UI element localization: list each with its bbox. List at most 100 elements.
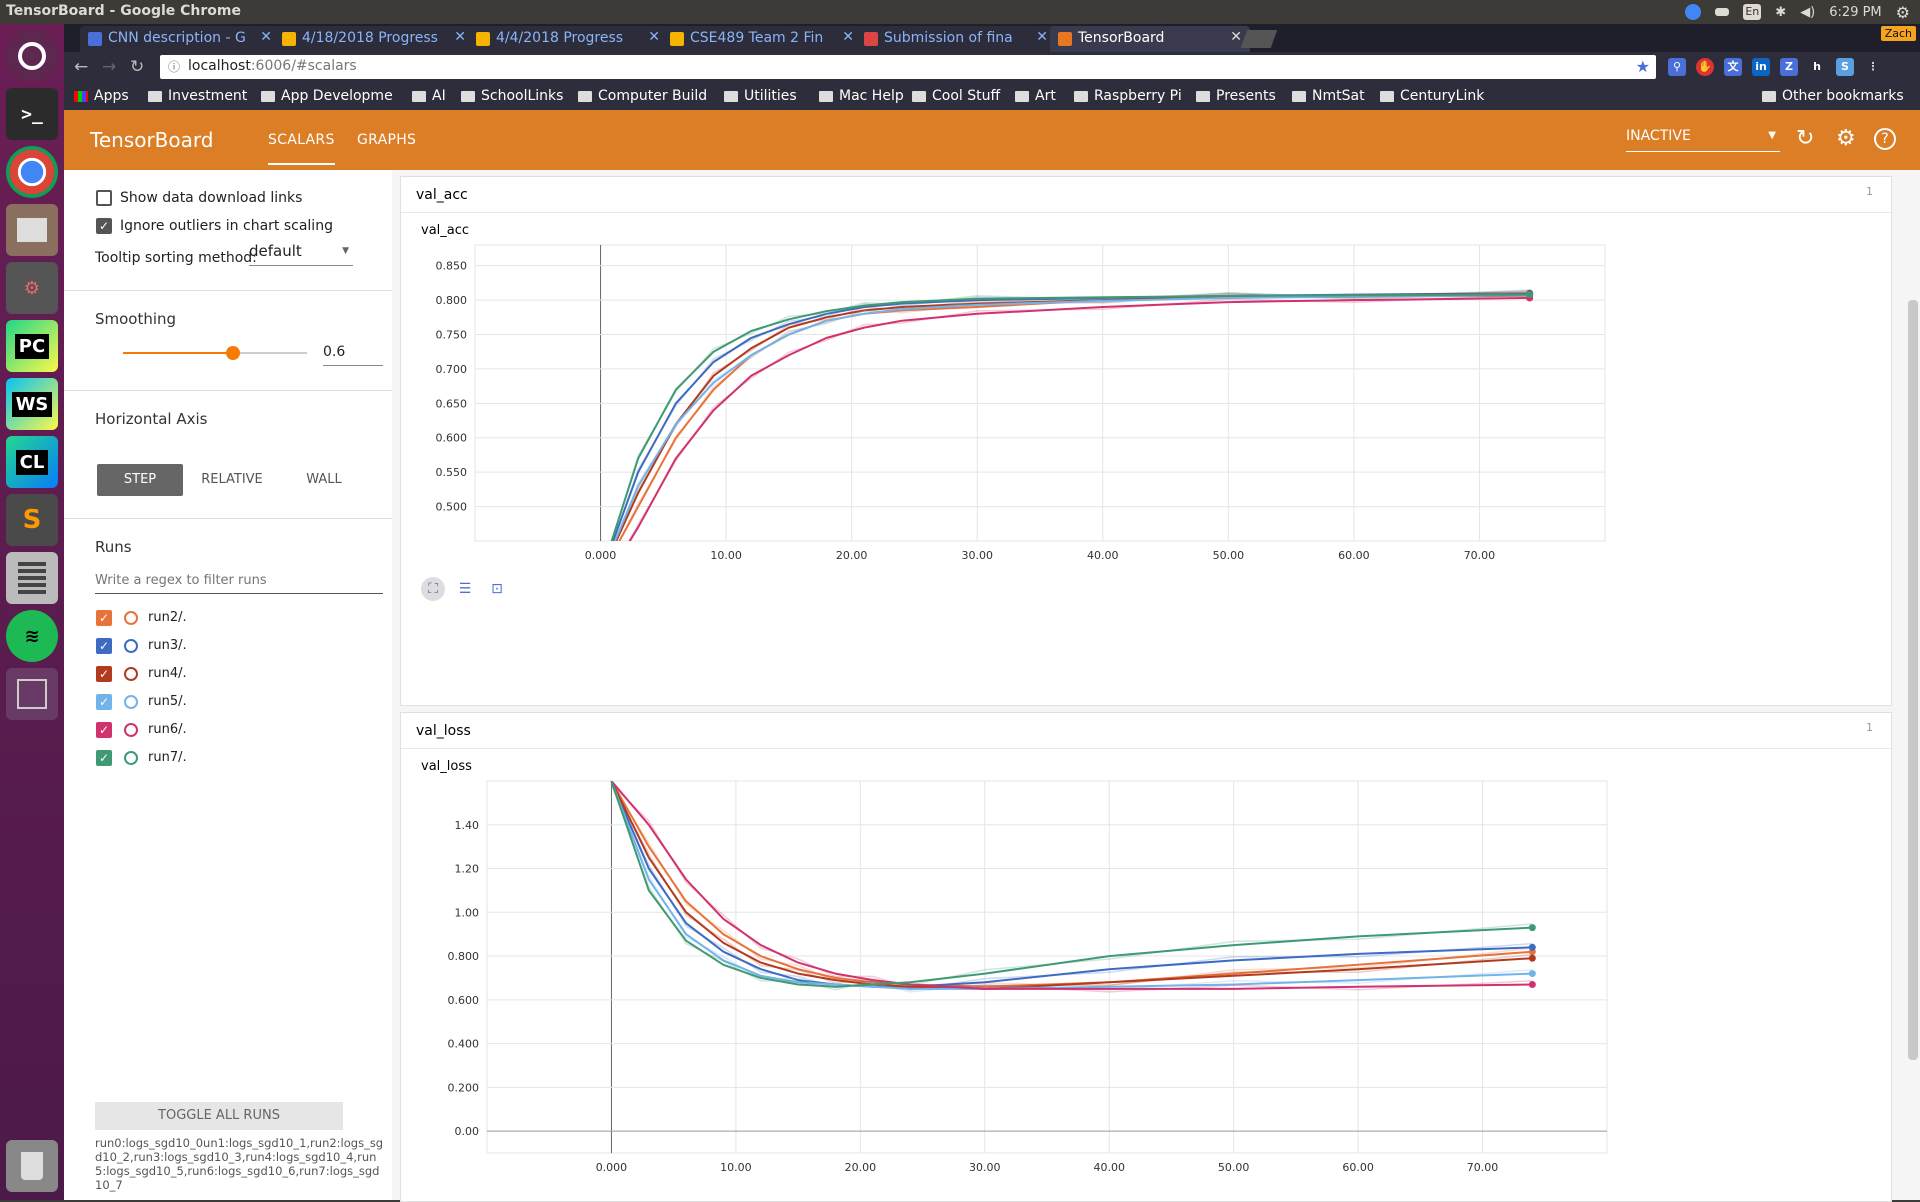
axis-relative-button[interactable]: RELATIVE bbox=[201, 472, 263, 487]
skype-icon[interactable]: S bbox=[1836, 58, 1854, 76]
translate-icon[interactable]: 文 bbox=[1724, 58, 1742, 76]
val-acc-chart[interactable]: 0.000 10.00 20.00 30.00 40.00 50.00 60.00 70.00… bbox=[401, 239, 1893, 567]
bluetooth-icon[interactable]: ✱ bbox=[1775, 4, 1787, 20]
run-color-indicator[interactable] bbox=[124, 639, 138, 653]
close-icon[interactable]: ✕ bbox=[454, 29, 466, 45]
bookmark-investment[interactable]: Investment bbox=[148, 88, 247, 104]
bookmark-apps[interactable]: Apps bbox=[74, 88, 129, 104]
volume-icon[interactable]: ◀) bbox=[1800, 4, 1816, 20]
card-header[interactable]: val_acc 1 bbox=[401, 177, 1891, 213]
bookmark-presents[interactable]: Presents bbox=[1196, 88, 1276, 104]
tab-cse489[interactable]: CSE489 Team 2 Fin ✕ bbox=[662, 26, 862, 52]
scrollbar[interactable] bbox=[1908, 300, 1918, 1060]
pycharm-icon[interactable]: PC bbox=[6, 320, 58, 372]
tooltip-sort-select[interactable]: default ▼ bbox=[249, 242, 353, 266]
val-loss-chart[interactable]: 0.000 10.00 20.00 30.00 40.00 50.00 60.00 70.00… bbox=[401, 775, 1893, 1195]
extension-icon[interactable]: ⚲ bbox=[1668, 58, 1686, 76]
close-icon[interactable]: ✕ bbox=[842, 29, 854, 45]
clock[interactable]: 6:29 PM bbox=[1829, 4, 1882, 20]
run-checkbox[interactable]: ✓ bbox=[96, 722, 112, 738]
address-bar[interactable]: ⓘ localhost:6006/#scalars ★ bbox=[160, 55, 1656, 79]
zoom-box-icon[interactable]: ⊡ bbox=[491, 581, 503, 597]
bookmark-schoollinks[interactable]: SchoolLinks bbox=[461, 88, 563, 104]
ignore-outliers-checkbox[interactable]: ✓ bbox=[96, 218, 112, 234]
run-checkbox[interactable]: ✓ bbox=[96, 638, 112, 654]
info-icon[interactable]: ⓘ bbox=[168, 60, 181, 74]
run-color-indicator[interactable] bbox=[124, 667, 138, 681]
run-checkbox[interactable]: ✓ bbox=[96, 694, 112, 710]
workspaces-icon[interactable] bbox=[6, 668, 58, 720]
bookmark-raspberry-pi[interactable]: Raspberry Pi bbox=[1074, 88, 1182, 104]
back-icon[interactable]: ← bbox=[74, 57, 89, 77]
run-color-indicator[interactable] bbox=[124, 695, 138, 709]
tab-tensorboard[interactable]: TensorBoard ✕ bbox=[1050, 26, 1250, 52]
smoothing-slider[interactable] bbox=[123, 346, 307, 360]
gear-icon[interactable]: ⚙ bbox=[1836, 126, 1856, 151]
honey-icon[interactable]: h bbox=[1808, 58, 1826, 76]
tab-progress-44[interactable]: 4/4/2018 Progress ✕ bbox=[468, 26, 668, 52]
chrome-indicator-icon[interactable] bbox=[1685, 4, 1702, 20]
bookmark-app-development[interactable]: App Developme bbox=[261, 88, 393, 104]
sublime-icon[interactable]: S bbox=[6, 494, 58, 546]
x-tick-label: 0.000 bbox=[596, 1161, 628, 1174]
tab-scalars[interactable]: SCALARS bbox=[268, 132, 335, 165]
download-links-checkbox[interactable] bbox=[96, 190, 112, 206]
terminal-icon[interactable]: >_ bbox=[6, 88, 58, 140]
new-tab-button[interactable] bbox=[1240, 30, 1278, 48]
toggle-all-runs-button[interactable]: TOGGLE ALL RUNS bbox=[95, 1102, 343, 1130]
smoothing-slider-handle[interactable] bbox=[226, 346, 241, 360]
help-icon[interactable]: ? bbox=[1874, 128, 1896, 150]
refresh-icon[interactable]: ↻ bbox=[1796, 126, 1815, 151]
tab-submission[interactable]: Submission of fina ✕ bbox=[856, 26, 1056, 52]
bookmark-computer-build[interactable]: Computer Build bbox=[578, 88, 707, 104]
webstorm-icon[interactable]: WS bbox=[6, 378, 58, 430]
ubuntu-icon[interactable] bbox=[6, 30, 58, 82]
spotify-icon[interactable]: ≋ bbox=[6, 610, 58, 662]
bookmark-star-icon[interactable]: ★ bbox=[1635, 57, 1650, 76]
wifi-icon[interactable] bbox=[1715, 8, 1730, 16]
tab-graphs[interactable]: GRAPHS bbox=[357, 132, 417, 148]
bookmark-nmtsat[interactable]: NmtSat bbox=[1292, 88, 1365, 104]
run-color-indicator[interactable] bbox=[124, 723, 138, 737]
smoothing-input[interactable]: 0.6 bbox=[323, 338, 383, 366]
menu-icon[interactable]: ⋮ bbox=[1864, 58, 1882, 76]
close-icon[interactable]: ✕ bbox=[1230, 29, 1242, 45]
adblock-icon[interactable]: ✋ bbox=[1696, 58, 1714, 76]
tab-progress-418[interactable]: 4/18/2018 Progress ✕ bbox=[274, 26, 474, 52]
fit-domain-icon[interactable]: ⛶ bbox=[421, 577, 445, 601]
bookmark-other[interactable]: Other bookmarks bbox=[1762, 88, 1904, 104]
axis-wall-button[interactable]: WALL bbox=[306, 472, 342, 487]
runs-filter-input[interactable] bbox=[95, 568, 383, 594]
bookmark-art[interactable]: Art bbox=[1015, 88, 1056, 104]
zotero-icon[interactable]: Z bbox=[1780, 58, 1798, 76]
bookmark-mac-help[interactable]: Mac Help bbox=[819, 88, 904, 104]
list-icon[interactable]: ☰ bbox=[458, 581, 472, 597]
close-icon[interactable]: ✕ bbox=[1036, 29, 1048, 45]
run-status-select[interactable]: INACTIVE ▼ bbox=[1626, 128, 1780, 152]
close-icon[interactable]: ✕ bbox=[648, 29, 660, 45]
run-checkbox[interactable]: ✓ bbox=[96, 750, 112, 766]
chrome-icon[interactable] bbox=[6, 146, 58, 198]
run-color-indicator[interactable] bbox=[124, 611, 138, 625]
card-header[interactable]: val_loss 1 bbox=[401, 713, 1891, 749]
run-color-indicator[interactable] bbox=[124, 751, 138, 765]
linkedin-icon[interactable]: in bbox=[1752, 58, 1770, 76]
bookmark-cool-stuff[interactable]: Cool Stuff bbox=[912, 88, 1000, 104]
keyboard-lang-icon[interactable]: En bbox=[1743, 4, 1762, 20]
bookmark-ai[interactable]: AI bbox=[412, 88, 446, 104]
bookmark-centurylink[interactable]: CenturyLink bbox=[1380, 88, 1484, 104]
forward-icon[interactable]: → bbox=[102, 57, 117, 77]
axis-step-button[interactable]: STEP bbox=[97, 464, 183, 496]
reload-icon[interactable]: ↻ bbox=[130, 57, 145, 77]
run-checkbox[interactable]: ✓ bbox=[96, 666, 112, 682]
settings-icon[interactable]: ⚙ bbox=[6, 262, 58, 314]
clion-icon[interactable]: CL bbox=[6, 436, 58, 488]
calculator-icon[interactable] bbox=[6, 552, 58, 604]
tab-cnn-description[interactable]: CNN description - G ✕ bbox=[80, 26, 280, 52]
trash-icon[interactable] bbox=[6, 1140, 58, 1192]
gear-icon[interactable]: ⚙ bbox=[1895, 2, 1910, 22]
files-icon[interactable] bbox=[6, 204, 58, 256]
run-checkbox[interactable]: ✓ bbox=[96, 610, 112, 626]
bookmark-utilities[interactable]: Utilities bbox=[724, 88, 797, 104]
close-icon[interactable]: ✕ bbox=[260, 29, 272, 45]
